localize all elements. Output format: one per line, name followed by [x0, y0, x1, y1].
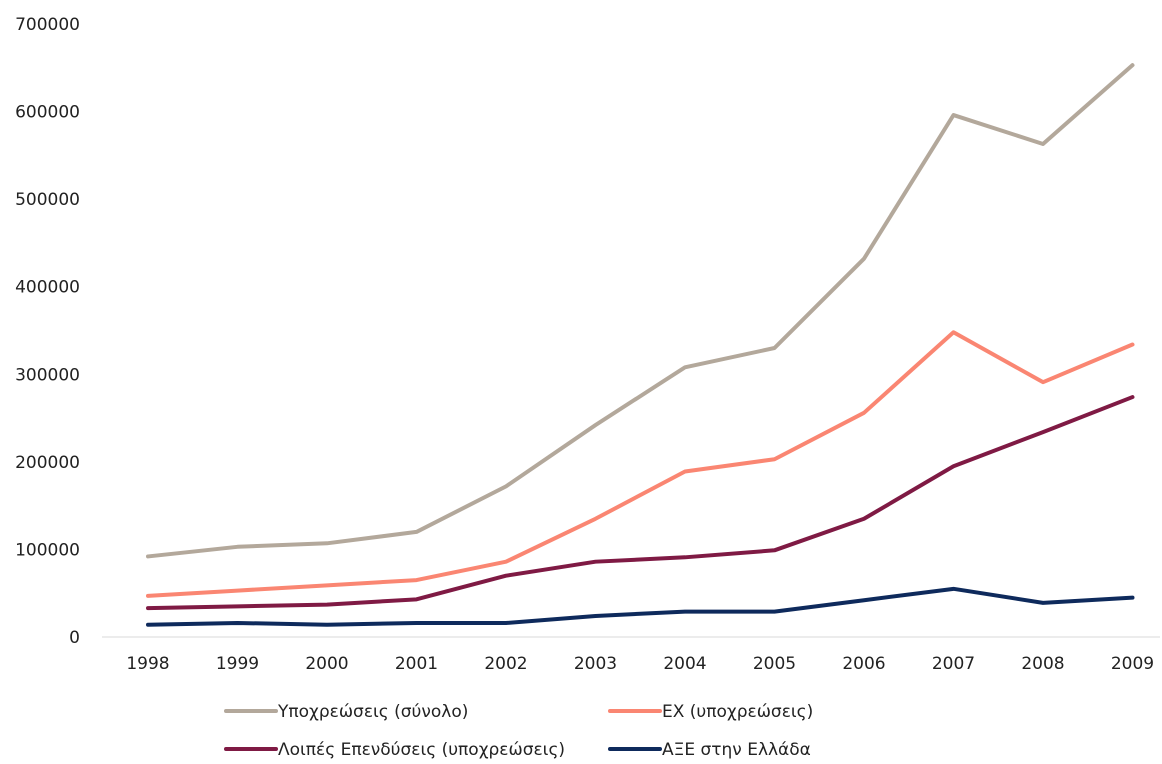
legend: Υποχρεώσεις (σύνολο) ΕΧ (υποχρεώσεις) Λοιπ… [224, 702, 813, 760]
y-tick-label: 200000 [15, 453, 80, 473]
x-axis-ticks: 1998 1999 2000 2001 2002 2003 2004 2005 2006 2007… [126, 654, 1154, 674]
x-tick-label: 2000 [305, 654, 348, 674]
series-line-3 [146, 395, 1135, 611]
series-line-1 [146, 63, 1135, 559]
y-tick-label: 500000 [15, 190, 80, 210]
legend-label: Υποχρεώσεις (σύνολο) [277, 702, 468, 722]
x-tick-label: 2005 [753, 654, 796, 674]
y-tick-label: 400000 [15, 278, 80, 298]
series-lines [146, 63, 1135, 627]
series-line-2 [146, 330, 1135, 598]
x-tick-label: 2001 [395, 654, 438, 674]
x-tick-label: 1998 [126, 654, 169, 674]
legend-label: Λοιπές Επενδύσεις (υποχρεώσεις) [278, 740, 565, 760]
legend-label: ΕΧ (υποχρεώσεις) [662, 702, 813, 722]
x-tick-label: 2002 [484, 654, 527, 674]
y-tick-label: 100000 [15, 540, 80, 560]
y-tick-label: 600000 [15, 103, 80, 123]
y-tick-label: 0 [69, 628, 80, 648]
y-axis-ticks: 0 100000 200000 300000 400000 500000 600000 700… [15, 15, 80, 648]
series-line-4 [146, 586, 1135, 627]
legend-label: ΑΞΕ στην Ελλάδα [662, 740, 811, 760]
x-tick-label: 2009 [1111, 654, 1154, 674]
x-tick-label: 2003 [574, 654, 617, 674]
x-tick-label: 2004 [663, 654, 706, 674]
x-tick-label: 1999 [216, 654, 259, 674]
x-tick-label: 2006 [842, 654, 885, 674]
y-tick-label: 300000 [15, 365, 80, 385]
y-tick-label: 700000 [15, 15, 80, 35]
x-tick-label: 2008 [1021, 654, 1064, 674]
x-tick-label: 2007 [932, 654, 975, 674]
